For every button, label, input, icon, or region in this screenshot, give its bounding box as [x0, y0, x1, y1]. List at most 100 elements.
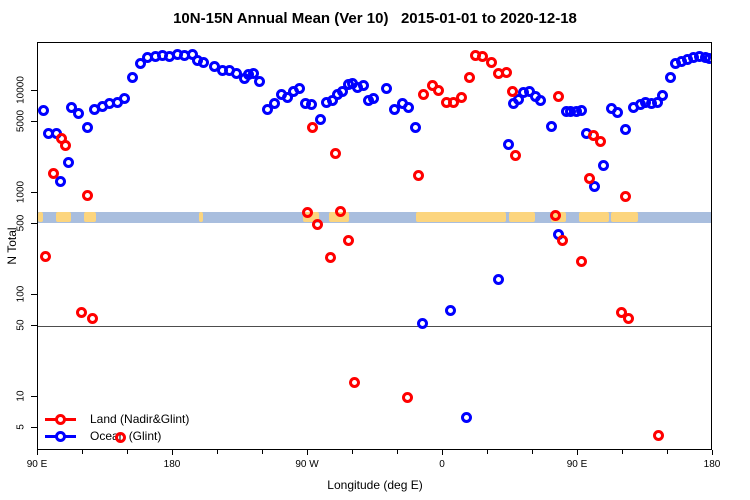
y-axis-tick [31, 294, 37, 296]
y-axis-tick-label: 10000 [15, 76, 27, 104]
y-axis-tick-label: 10 [15, 390, 27, 402]
data-point-land [115, 432, 127, 444]
y-axis-tick-label: 50 [15, 319, 27, 331]
data-point-ocean [619, 123, 631, 135]
data-point-ocean [198, 57, 210, 69]
data-point-land [39, 250, 51, 262]
data-point-land [476, 50, 488, 62]
legend-circle-ocean-icon [55, 431, 66, 442]
data-point-ocean [72, 108, 84, 120]
data-point-land [402, 391, 414, 403]
data-point-land [75, 307, 87, 319]
data-point-land [510, 149, 522, 161]
data-point-land [348, 376, 360, 388]
x-axis-tick [37, 450, 38, 455]
data-point-land [301, 207, 313, 219]
data-point-land [329, 148, 341, 160]
data-point-land [455, 92, 467, 104]
data-point-ocean [305, 98, 317, 110]
data-point-ocean [326, 94, 338, 106]
legend-circle-land-icon [55, 414, 66, 425]
y-axis-tick [31, 222, 37, 224]
data-point-ocean [38, 105, 49, 117]
data-point-ocean [664, 71, 676, 83]
map-band-land-patch [84, 212, 97, 223]
data-point-ocean [597, 159, 609, 171]
data-point-land [615, 307, 627, 319]
data-point-ocean [261, 103, 273, 115]
x-axis-title: Longitude (deg E) [327, 478, 423, 492]
data-point-land [506, 86, 518, 98]
x-axis-minor-tick [487, 450, 488, 454]
data-point-land [549, 209, 561, 221]
x-axis-tick-label: 90 W [295, 459, 319, 470]
data-point-land [433, 84, 445, 96]
data-point-ocean [55, 175, 67, 187]
x-axis-tick-label: 180 [703, 459, 721, 470]
data-point-land [485, 57, 497, 69]
map-band-land-patch [38, 212, 43, 223]
y-axis-tick [31, 427, 37, 429]
data-point-land [413, 169, 425, 181]
data-point-ocean [357, 80, 369, 92]
map-band-land-patch [416, 212, 506, 223]
legend-entry-ocean: Ocean (Glint) [45, 428, 245, 445]
x-axis-tick-label: 90 E [26, 459, 48, 470]
data-point-ocean [268, 98, 280, 110]
y-axis-tick-label: 5 [15, 424, 27, 430]
y-axis-tick-label: 100 [15, 285, 27, 303]
map-band-land-patch [303, 212, 319, 223]
data-point-land [653, 430, 665, 442]
data-point-ocean [119, 92, 131, 104]
legend: Land (Nadir&Glint) Ocean (Glint) [45, 411, 245, 445]
chart-title: 10N-15N Annual Mean (Ver 10) 2015-01-01 … [173, 10, 577, 27]
y-axis-title: N Total [5, 227, 19, 265]
data-point-ocean [380, 83, 392, 95]
data-point-ocean [545, 120, 557, 132]
x-axis-tick-label: 0 [439, 459, 445, 470]
data-point-ocean [253, 75, 265, 87]
data-point-ocean [127, 72, 139, 84]
data-point-land [325, 251, 337, 263]
data-point-ocean [535, 95, 547, 107]
data-point-ocean [612, 107, 624, 119]
data-point-ocean [657, 90, 669, 102]
data-point-ocean [492, 274, 504, 286]
data-point-ocean [66, 101, 78, 113]
reference-line [38, 325, 711, 327]
y-axis-tick-label: 5000 [15, 109, 27, 132]
data-point-land [553, 91, 565, 103]
map-band-land-patch [198, 212, 203, 223]
map-band-land-patch [611, 212, 638, 223]
data-point-ocean [503, 138, 515, 150]
data-point-ocean [281, 92, 293, 104]
data-point-land [595, 136, 607, 148]
x-axis-tick [577, 450, 578, 455]
data-point-land [311, 218, 323, 230]
data-point-land [335, 205, 347, 217]
x-axis-tick-label: 90 E [566, 459, 588, 470]
x-axis-minor-tick [82, 450, 83, 454]
data-point-land [343, 234, 355, 246]
data-point-ocean [403, 101, 415, 113]
data-point-land [619, 190, 631, 202]
data-point-land [557, 235, 569, 247]
data-point-ocean [62, 157, 74, 169]
data-point-ocean [368, 92, 380, 104]
data-point-ocean [416, 317, 428, 329]
data-point-ocean [293, 83, 305, 95]
data-point-land [86, 313, 98, 325]
x-axis-minor-tick [622, 450, 623, 454]
data-point-ocean [575, 105, 587, 117]
x-axis-minor-tick [262, 450, 263, 454]
x-axis-minor-tick [127, 450, 128, 454]
y-axis-tick [31, 324, 37, 326]
data-point-land [588, 129, 600, 141]
x-axis-minor-tick [397, 450, 398, 454]
data-point-land [500, 66, 512, 78]
data-point-ocean [388, 103, 400, 115]
data-point-ocean [589, 180, 601, 192]
data-point-ocean [409, 121, 421, 133]
map-band-land-patch [579, 212, 610, 223]
